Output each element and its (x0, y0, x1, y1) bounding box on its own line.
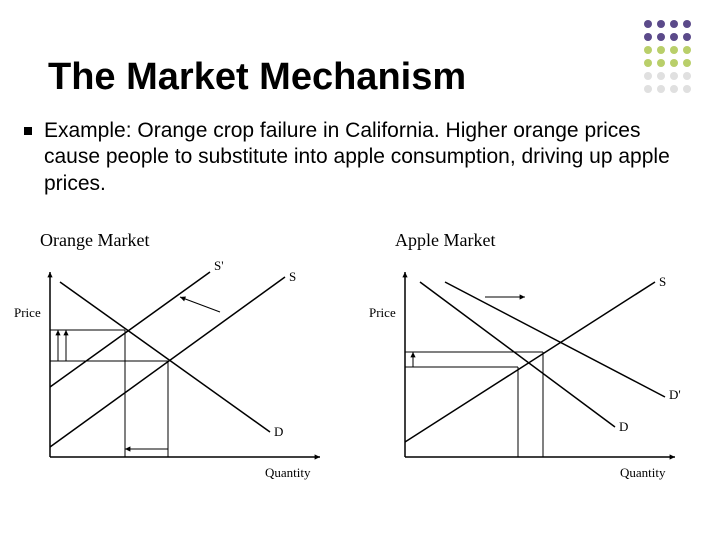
svg-text:Price: Price (369, 305, 396, 320)
body-text: Example: Orange crop failure in Californ… (44, 118, 680, 197)
svg-text:D': D' (669, 387, 681, 402)
slide: The Market Mechanism Example: Orange cro… (0, 0, 720, 540)
apple-market-chart: Apple Market S D D' Price Quantity (365, 230, 710, 497)
svg-text:D: D (274, 424, 283, 439)
bullet-row: Example: Orange crop failure in Californ… (24, 118, 680, 197)
svg-text:Price: Price (14, 305, 41, 320)
orange-market-chart: Orange Market S S' D Price Quantity (10, 230, 355, 497)
apple-market-title: Apple Market (395, 230, 710, 251)
svg-text:Quantity: Quantity (620, 465, 666, 480)
svg-text:D: D (619, 419, 628, 434)
orange-market-title: Orange Market (40, 230, 355, 251)
svg-text:S: S (659, 274, 666, 289)
corner-decoration-dots (642, 18, 702, 108)
svg-text:Quantity: Quantity (265, 465, 311, 480)
slide-title: The Market Mechanism (48, 56, 466, 99)
orange-market-svg: S S' D Price Quantity (10, 257, 355, 492)
svg-text:S': S' (214, 258, 224, 273)
apple-market-svg: S D D' Price Quantity (365, 257, 710, 492)
charts-container: Orange Market S S' D Price Quantity Apple Ma… (0, 230, 720, 497)
svg-text:S: S (289, 269, 296, 284)
bullet-icon (24, 127, 32, 135)
